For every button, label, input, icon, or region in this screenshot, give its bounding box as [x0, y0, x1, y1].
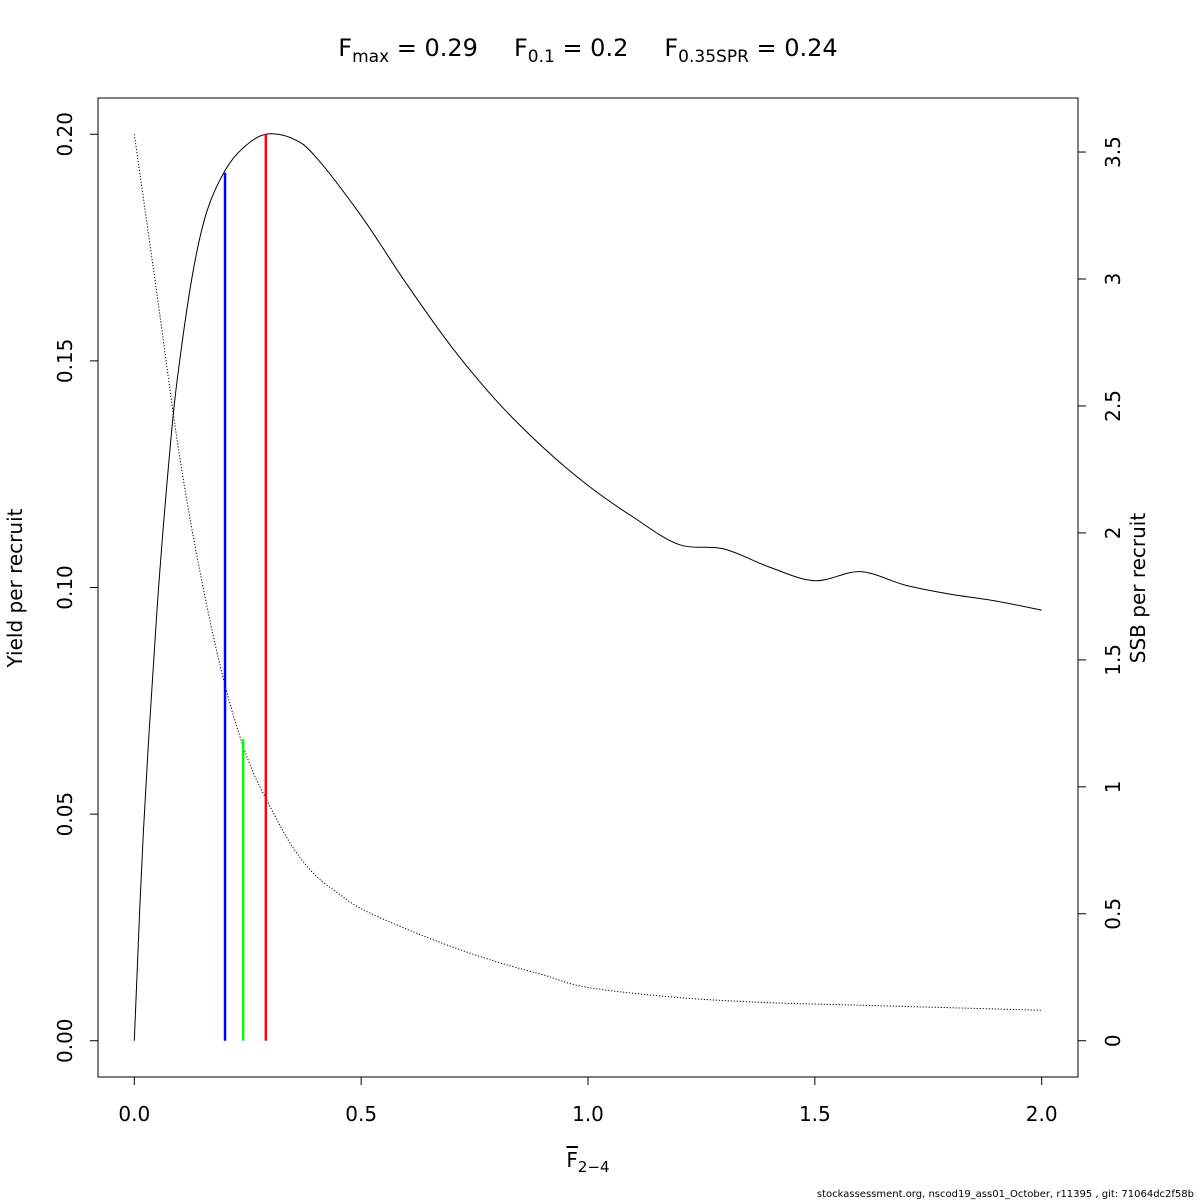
y-right-tick-label: 0.5 [1101, 898, 1125, 930]
y-axis-left: 0.00 0.05 0.10 0.15 0.20 [53, 112, 98, 1063]
x-axis: 0.0 0.5 1.0 1.5 2.0 [118, 1077, 1058, 1126]
y-axis-right-label: SSB per recruit [1126, 513, 1150, 664]
x-tick-label: 0.5 [345, 1102, 377, 1126]
reference-lines [223, 134, 268, 1041]
ssb-per-recruit-line [133, 134, 1042, 1011]
title-value: = 0.2 [555, 34, 629, 62]
y-right-tick-label: 1 [1101, 780, 1125, 793]
y-right-tick-label: 3 [1101, 273, 1125, 286]
y-left-tick-label: 0.00 [53, 1018, 77, 1063]
y-right-tick-label: 2.5 [1101, 390, 1125, 422]
x-tick-label: 0.0 [118, 1102, 150, 1126]
y-right-tick-label: 2 [1101, 527, 1125, 540]
y-axis-right: 0 0.5 1 1.5 2 2.5 3 3.5 [1078, 136, 1125, 1047]
plot-frame [97, 97, 1079, 1078]
title-value: = 0.24 [749, 34, 838, 62]
y-left-tick-label: 0.10 [53, 565, 77, 610]
x-axis-label-symbol: F [566, 1148, 578, 1172]
chart-title: Fmax = 0.29 F0.1 = 0.2 F0.35SPR = 0.24 [338, 34, 837, 67]
y-left-tick-label: 0.05 [53, 792, 77, 837]
x-axis-label: F2−4 [566, 1148, 609, 1176]
title-symbol: F [628, 34, 678, 62]
y-right-tick-label: 0 [1101, 1034, 1125, 1047]
x-tick-label: 2.0 [1026, 1102, 1058, 1126]
title-subscript: max [352, 47, 389, 67]
title-symbol: F [338, 34, 352, 62]
title-subscript: 0.35SPR [678, 47, 749, 67]
title-subscript: 0.1 [528, 47, 555, 67]
x-tick-label: 1.0 [572, 1102, 604, 1126]
x-axis-label-text: F2−4 [566, 1148, 609, 1176]
y-right-tick-label: 1.5 [1101, 644, 1125, 676]
y-left-tick-label: 0.20 [53, 112, 77, 157]
title-text: Fmax = 0.29 F0.1 = 0.2 F0.35SPR = 0.24 [338, 34, 837, 67]
footer-text: stockassessment.org, nscod19_ass01_Octob… [817, 1189, 1194, 1200]
yield-per-recruit-line [133, 133, 1042, 1041]
title-value: = 0.29 [389, 34, 478, 62]
x-axis-label-subscript: 2−4 [578, 1158, 610, 1176]
series [133, 133, 1042, 1041]
y-left-tick-label: 0.15 [53, 339, 77, 384]
y-right-tick-label: 3.5 [1101, 136, 1125, 168]
y-axis-left-label: Yield per recruit [3, 508, 27, 668]
x-tick-label: 1.5 [799, 1102, 831, 1126]
title-symbol: F [478, 34, 528, 62]
